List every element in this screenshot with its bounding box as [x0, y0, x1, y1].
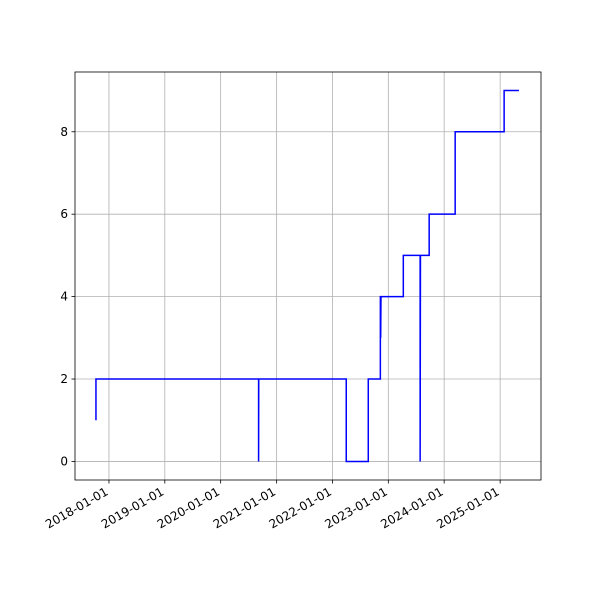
y-tick-label: 8 — [60, 125, 68, 139]
y-tick-label: 4 — [60, 290, 68, 304]
y-tick-label: 6 — [60, 207, 68, 221]
y-tick-label: 2 — [60, 372, 68, 386]
data-line — [95, 89, 519, 463]
y-tick-label: 0 — [60, 454, 68, 468]
axes-frame — [74, 71, 542, 481]
plot-area — [75, 72, 541, 480]
